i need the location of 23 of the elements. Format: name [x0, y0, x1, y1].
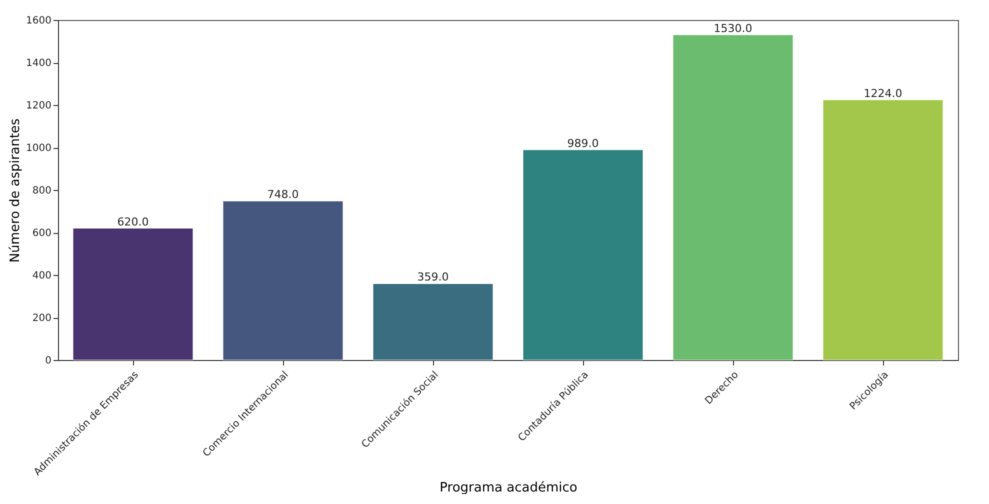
bar — [672, 34, 794, 360]
bar — [372, 283, 494, 360]
y-tick-label: 600 — [32, 228, 52, 239]
x-axis-title: Programa académico — [440, 480, 578, 496]
bar — [72, 228, 194, 360]
data-label: 748.0 — [267, 188, 299, 202]
bar — [522, 150, 644, 360]
y-tick-label: 0 — [45, 356, 52, 366]
data-label: 620.0 — [117, 215, 149, 228]
data-label: 1224.0 — [864, 86, 902, 100]
y-axis-title: Número de aspirantes — [8, 118, 24, 263]
data-label: 1530.0 — [714, 22, 752, 35]
y-tick-label: 1000 — [26, 143, 52, 154]
y-tick-label: 200 — [32, 313, 52, 324]
y-tick-label: 800 — [32, 186, 52, 196]
data-label: 989.0 — [567, 136, 599, 150]
y-tick-label: 1400 — [26, 58, 52, 69]
bar — [222, 200, 344, 360]
data-label: 359.0 — [417, 270, 449, 284]
y-tick-label: 1600 — [26, 16, 52, 26]
y-tick-label: 400 — [32, 270, 52, 282]
bar — [822, 100, 944, 360]
y-tick-label: 1200 — [26, 100, 52, 112]
